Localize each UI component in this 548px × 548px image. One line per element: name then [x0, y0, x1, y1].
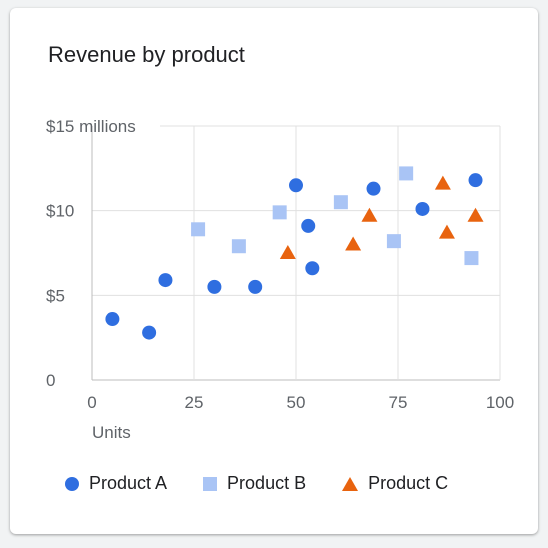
point-product-b[interactable]	[399, 166, 414, 181]
point-product-a[interactable]	[158, 273, 173, 288]
point-product-b[interactable]	[191, 222, 206, 237]
x-tick-label: 50	[287, 393, 306, 412]
chart-card: Revenue by product 0 $5 $10 $15 millions 0 25…	[10, 8, 538, 534]
point-product-a[interactable]	[105, 312, 120, 327]
point-product-b[interactable]	[272, 205, 287, 220]
circle-icon	[65, 476, 79, 491]
point-product-b[interactable]	[464, 251, 479, 266]
x-tick-label: 100	[486, 393, 514, 412]
point-product-a[interactable]	[305, 261, 320, 276]
legend-label-product-a: Product A	[89, 473, 168, 493]
point-product-c[interactable]	[434, 175, 451, 190]
legend-label-product-c: Product C	[368, 473, 449, 493]
point-product-a[interactable]	[366, 181, 381, 196]
y-tick-label: $5	[46, 286, 65, 305]
point-product-c[interactable]	[361, 207, 378, 222]
x-tick-label: 0	[87, 393, 96, 412]
point-product-a[interactable]	[468, 173, 483, 188]
point-product-a[interactable]	[248, 279, 263, 294]
data-points	[105, 166, 484, 340]
x-tick-label: 75	[389, 393, 408, 412]
square-icon	[203, 476, 218, 491]
y-tick-label: $10	[46, 202, 74, 221]
legend-item-product-a[interactable]: Product A	[65, 473, 167, 494]
point-product-b[interactable]	[231, 239, 246, 254]
point-product-a[interactable]	[415, 201, 430, 216]
triangle-icon	[342, 476, 359, 491]
y-tick-label: $15 millions	[46, 117, 136, 136]
scatter-chart: 0 $5 $10 $15 millions 0 25 50 75 100 Units	[46, 117, 514, 442]
point-product-c[interactable]	[345, 236, 362, 251]
x-tick-label: 25	[185, 393, 204, 412]
point-product-a[interactable]	[142, 325, 157, 340]
x-axis-title: Units	[92, 423, 131, 442]
point-product-a[interactable]	[301, 218, 316, 233]
point-product-c[interactable]	[438, 224, 455, 239]
axis-ticks: 0 $5 $10 $15 millions 0 25 50 75 100	[46, 117, 514, 412]
point-product-b[interactable]	[333, 195, 348, 210]
legend-label-product-b: Product B	[227, 473, 307, 493]
y-tick-label: 0	[46, 371, 55, 390]
grid-lines	[91, 125, 501, 381]
point-product-a[interactable]	[207, 279, 222, 294]
legend-item-product-c[interactable]: Product C	[342, 473, 448, 494]
legend-item-product-b[interactable]: Product B	[203, 473, 306, 494]
point-product-a[interactable]	[289, 178, 303, 193]
point-product-c[interactable]	[467, 207, 484, 222]
point-product-b[interactable]	[386, 234, 401, 249]
point-product-c[interactable]	[279, 245, 296, 259]
chart-title: Revenue by product	[48, 42, 245, 67]
legend: Product A Product B Product C	[65, 473, 448, 494]
